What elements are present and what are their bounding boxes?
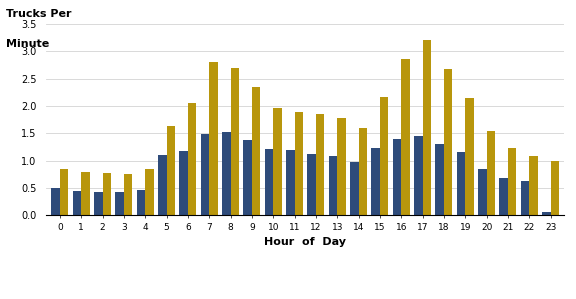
Bar bbox=[252, 87, 260, 215]
Bar bbox=[423, 40, 431, 215]
Bar bbox=[51, 188, 60, 215]
Bar bbox=[273, 108, 282, 215]
Bar bbox=[444, 69, 453, 215]
Bar bbox=[166, 126, 175, 215]
Bar bbox=[73, 191, 81, 215]
Bar bbox=[244, 140, 252, 215]
Bar bbox=[158, 155, 166, 215]
Bar bbox=[521, 181, 529, 215]
Bar bbox=[294, 112, 303, 215]
Bar bbox=[350, 162, 359, 215]
Bar bbox=[201, 134, 209, 215]
Bar bbox=[124, 174, 132, 215]
Bar bbox=[499, 178, 508, 215]
Bar bbox=[230, 68, 239, 215]
Bar bbox=[435, 144, 444, 215]
Bar bbox=[478, 169, 487, 215]
Text: Minute: Minute bbox=[6, 39, 49, 49]
Bar bbox=[115, 192, 124, 215]
Bar bbox=[551, 161, 559, 215]
Bar bbox=[308, 154, 316, 215]
Bar bbox=[372, 148, 380, 215]
Bar bbox=[329, 156, 338, 215]
Bar bbox=[179, 151, 188, 215]
Bar bbox=[137, 190, 145, 215]
Text: Trucks Per: Trucks Per bbox=[6, 9, 71, 19]
Bar bbox=[188, 103, 196, 215]
Bar bbox=[60, 169, 69, 215]
Bar bbox=[103, 173, 111, 215]
Bar bbox=[316, 114, 324, 215]
Bar bbox=[286, 150, 294, 215]
Bar bbox=[81, 172, 90, 215]
Bar bbox=[209, 62, 218, 215]
Bar bbox=[380, 97, 388, 215]
Bar bbox=[465, 98, 474, 215]
Bar bbox=[359, 128, 367, 215]
Bar bbox=[94, 192, 103, 215]
Bar bbox=[393, 139, 401, 215]
Bar bbox=[542, 212, 551, 215]
Bar bbox=[145, 169, 154, 215]
Bar bbox=[508, 148, 517, 215]
Bar bbox=[222, 132, 230, 215]
Bar bbox=[401, 60, 410, 215]
Bar bbox=[265, 149, 273, 215]
X-axis label: Hour  of  Day: Hour of Day bbox=[264, 237, 346, 248]
Bar bbox=[457, 152, 465, 215]
Bar bbox=[487, 131, 495, 215]
Bar bbox=[338, 118, 346, 215]
Bar bbox=[414, 136, 423, 215]
Bar bbox=[529, 156, 538, 215]
